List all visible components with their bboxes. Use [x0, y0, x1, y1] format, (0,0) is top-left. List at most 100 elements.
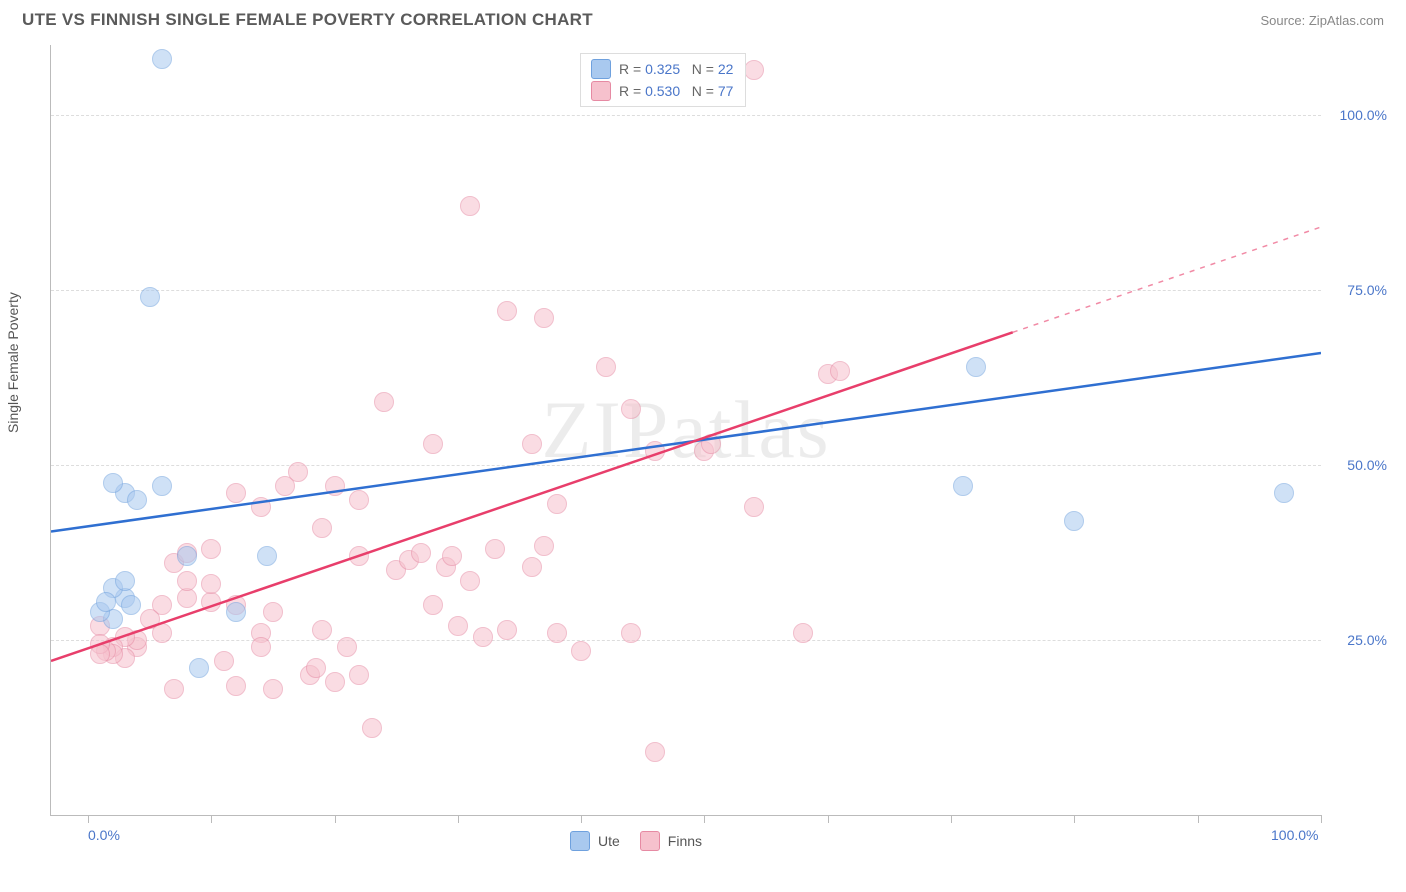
finns-point	[701, 434, 721, 454]
ute-point	[226, 602, 246, 622]
ute-trendline	[51, 353, 1321, 532]
ute-point	[127, 490, 147, 510]
legend-stats-text: R = 0.530 N = 77	[619, 80, 733, 102]
finns-point	[460, 196, 480, 216]
finns-point	[547, 623, 567, 643]
finns-point	[164, 679, 184, 699]
ute-point	[140, 287, 160, 307]
finns-point	[177, 571, 197, 591]
y-axis-label: Single Female Poverty	[5, 292, 21, 433]
source-label: Source: ZipAtlas.com	[1260, 13, 1384, 28]
finns-point	[744, 497, 764, 517]
finns-point	[362, 718, 382, 738]
x-tick	[1321, 815, 1322, 823]
legend-swatch	[640, 831, 660, 851]
ute-point	[1274, 483, 1294, 503]
finns-point	[177, 588, 197, 608]
finns-point	[214, 651, 234, 671]
finns-point	[485, 539, 505, 559]
x-tick	[88, 815, 89, 823]
x-tick	[211, 815, 212, 823]
finns-point	[460, 571, 480, 591]
ute-point	[121, 595, 141, 615]
finns-point	[140, 609, 160, 629]
x-tick	[335, 815, 336, 823]
ute-point	[257, 546, 277, 566]
plot-region: ZIPatlas Single Female Poverty 25.0%50.0…	[50, 45, 1321, 816]
finns-trendline-dashed	[1013, 227, 1321, 332]
finns-point	[547, 494, 567, 514]
finns-point	[349, 490, 369, 510]
finns-trendline	[51, 332, 1013, 661]
legend-stats-text: R = 0.325 N = 22	[619, 58, 733, 80]
x-tick-label: 0.0%	[88, 827, 120, 843]
legend-series: Ute Finns	[570, 831, 702, 851]
finns-point	[497, 301, 517, 321]
finns-point	[645, 441, 665, 461]
finns-point	[201, 539, 221, 559]
ute-point	[96, 592, 116, 612]
x-tick-label: 100.0%	[1271, 827, 1318, 843]
finns-point	[793, 623, 813, 643]
finns-point	[522, 557, 542, 577]
finns-point	[349, 546, 369, 566]
y-tick-label: 75.0%	[1347, 282, 1387, 298]
ute-point	[115, 571, 135, 591]
finns-point	[423, 434, 443, 454]
finns-point	[571, 641, 591, 661]
legend-stats-row: R = 0.530 N = 77	[591, 80, 733, 102]
finns-point	[744, 60, 764, 80]
finns-point	[263, 679, 283, 699]
trend-lines-layer	[51, 45, 1321, 815]
ute-point	[152, 49, 172, 69]
y-tick-label: 100.0%	[1340, 107, 1387, 123]
ute-point	[177, 546, 197, 566]
x-tick	[704, 815, 705, 823]
legend-swatch	[570, 831, 590, 851]
finns-point	[442, 546, 462, 566]
gridline-h	[51, 465, 1321, 466]
finns-point	[201, 592, 221, 612]
finns-point	[251, 497, 271, 517]
chart-title: UTE VS FINNISH SINGLE FEMALE POVERTY COR…	[22, 10, 593, 30]
legend-series-item: Ute	[570, 831, 620, 851]
finns-point	[90, 644, 110, 664]
ute-point	[103, 473, 123, 493]
legend-series-item: Finns	[640, 831, 702, 851]
legend-swatch	[591, 59, 611, 79]
x-tick	[458, 815, 459, 823]
y-tick-label: 25.0%	[1347, 632, 1387, 648]
finns-point	[312, 620, 332, 640]
x-tick	[1198, 815, 1199, 823]
finns-point	[325, 672, 345, 692]
finns-point	[830, 361, 850, 381]
chart-area: ZIPatlas Single Female Poverty 25.0%50.0…	[50, 45, 1390, 840]
finns-point	[263, 602, 283, 622]
finns-point	[312, 518, 332, 538]
ute-point	[1064, 511, 1084, 531]
gridline-h	[51, 290, 1321, 291]
finns-point	[423, 595, 443, 615]
legend-series-label: Ute	[598, 833, 620, 849]
x-tick	[951, 815, 952, 823]
y-tick-label: 50.0%	[1347, 457, 1387, 473]
x-tick	[828, 815, 829, 823]
ute-point	[152, 476, 172, 496]
x-tick	[1074, 815, 1075, 823]
finns-point	[226, 676, 246, 696]
finns-point	[411, 543, 431, 563]
x-tick	[581, 815, 582, 823]
finns-point	[226, 483, 246, 503]
finns-point	[621, 623, 641, 643]
finns-point	[349, 665, 369, 685]
finns-point	[306, 658, 326, 678]
ute-point	[953, 476, 973, 496]
legend-swatch	[591, 81, 611, 101]
legend-stats: R = 0.325 N = 22R = 0.530 N = 77	[580, 53, 746, 107]
gridline-h	[51, 640, 1321, 641]
finns-point	[448, 616, 468, 636]
finns-point	[275, 476, 295, 496]
finns-point	[374, 392, 394, 412]
ute-point	[189, 658, 209, 678]
finns-point	[497, 620, 517, 640]
